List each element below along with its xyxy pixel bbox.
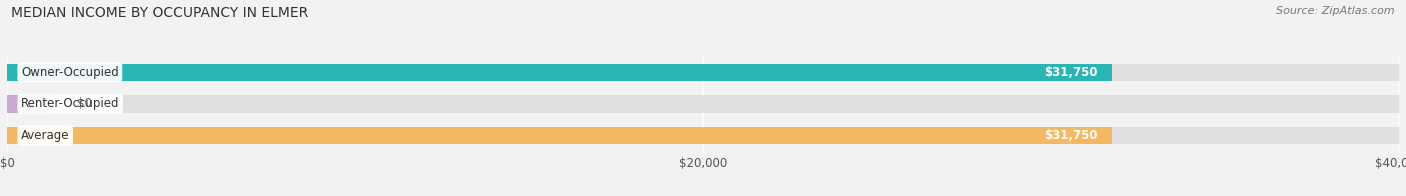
Text: $0: $0: [77, 97, 91, 110]
Text: Average: Average: [21, 129, 69, 142]
Bar: [7, 64, 1112, 81]
Text: Source: ZipAtlas.com: Source: ZipAtlas.com: [1277, 6, 1395, 16]
Text: MEDIAN INCOME BY OCCUPANCY IN ELMER: MEDIAN INCOME BY OCCUPANCY IN ELMER: [11, 6, 308, 20]
Text: $31,750: $31,750: [1045, 129, 1098, 142]
Text: $31,750: $31,750: [1045, 66, 1098, 79]
Text: Owner-Occupied: Owner-Occupied: [21, 66, 118, 79]
Bar: [7, 95, 1399, 113]
Bar: [7, 127, 1112, 144]
Bar: [7, 127, 1399, 144]
Text: Renter-Occupied: Renter-Occupied: [21, 97, 120, 110]
Bar: [7, 64, 1399, 81]
Bar: [7, 95, 49, 113]
